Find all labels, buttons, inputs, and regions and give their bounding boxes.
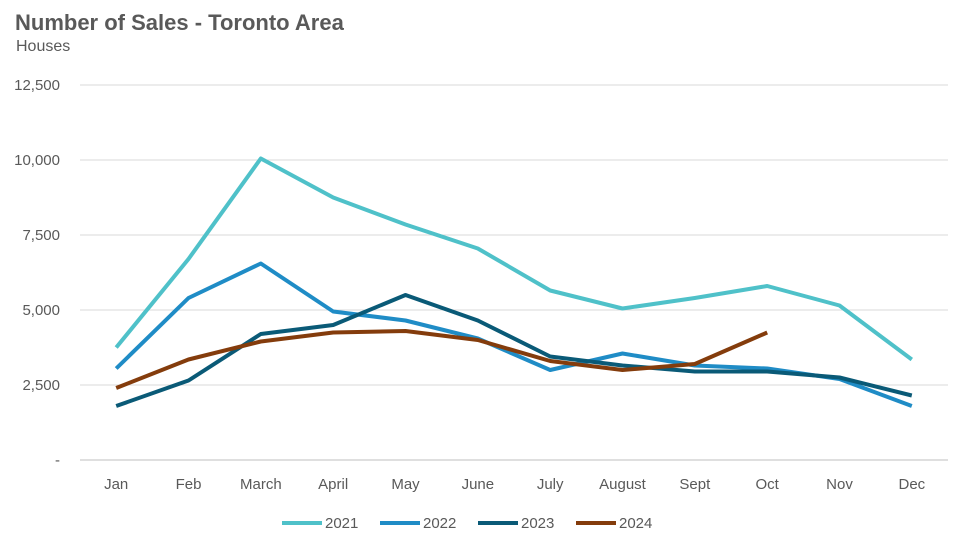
series-line-2021	[114, 156, 913, 362]
legend-item-2023: 2023	[478, 515, 554, 532]
x-tick-label: Dec	[898, 476, 925, 493]
legend-item-2022: 2022	[380, 515, 456, 532]
x-tick-label: April	[318, 476, 348, 493]
y-tick-label: 2,500	[22, 377, 60, 394]
x-tick-label: Oct	[755, 476, 779, 493]
chart-subtitle: Houses	[16, 38, 71, 55]
y-tick-label: -	[55, 452, 60, 469]
x-tick-label: Nov	[826, 476, 853, 493]
x-axis: Jan Feb March April May June July August Sept Oct…	[104, 476, 926, 493]
series-line-2022	[114, 261, 913, 408]
x-tick-label: Jan	[104, 476, 128, 493]
legend-label: 2024	[619, 515, 652, 532]
gridlines	[80, 84, 948, 461]
y-tick-label: 7,500	[22, 227, 60, 244]
legend-label: 2022	[423, 515, 456, 532]
y-axis: - 2,500 5,000 7,500 10,000 12,500	[14, 77, 60, 469]
x-tick-label: March	[240, 476, 282, 493]
series-line-2024	[115, 329, 768, 390]
x-tick-label: Feb	[176, 476, 202, 493]
x-tick-label: August	[599, 476, 647, 493]
legend: 2021 2022 2023 2024	[282, 515, 652, 532]
legend-label: 2021	[325, 515, 358, 532]
legend-item-2024: 2024	[576, 515, 652, 532]
legend-label: 2023	[521, 515, 554, 532]
x-tick-label: May	[391, 476, 420, 493]
series-line-2023	[115, 293, 913, 408]
legend-item-2021: 2021	[282, 515, 358, 532]
x-tick-label: June	[462, 476, 495, 493]
chart-title: Number of Sales - Toronto Area	[15, 10, 344, 35]
x-tick-label: Sept	[679, 476, 711, 493]
x-tick-label: July	[537, 476, 564, 493]
y-tick-label: 10,000	[14, 152, 60, 169]
y-tick-label: 12,500	[14, 77, 60, 94]
y-tick-label: 5,000	[22, 302, 60, 319]
series-lines	[114, 156, 913, 408]
